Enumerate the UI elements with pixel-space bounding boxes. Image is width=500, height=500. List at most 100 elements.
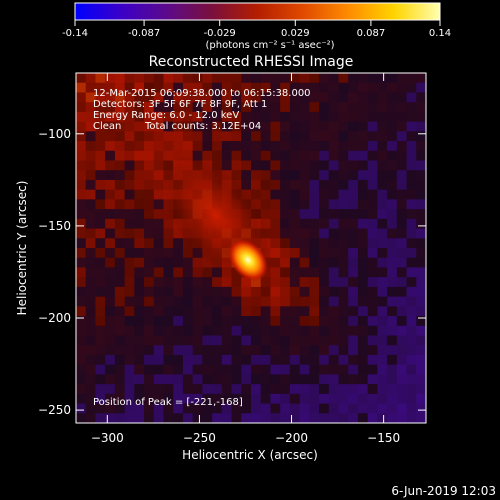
heatmap-cell [309,218,320,230]
heatmap-cell [289,82,301,94]
detectors-text: Detectors: 3F 5F 6F 7F 8F 9F, Att 1 [93,99,267,110]
heatmap-cell [241,277,252,288]
heatmap-cell [377,111,388,123]
heatmap-cell [289,160,301,171]
heatmap-cell [338,111,349,123]
heatmap-cell [270,306,281,317]
heatmap-cell [396,141,408,152]
heatmap-cell [231,150,242,162]
heatmap-cell [85,73,97,84]
heatmap-cell [309,238,320,249]
heatmap-cell [338,150,349,162]
heatmap-cell [406,345,417,356]
heatmap-cell [396,82,408,94]
heatmap-cell [387,306,398,317]
heatmap-cell [124,345,135,356]
heatmap-cell [280,73,291,84]
heatmap-cell [328,267,340,278]
heatmap-cell [260,354,272,366]
heatmap-cell [289,73,301,84]
heatmap-cell [406,131,417,142]
heatmap-cell [124,364,135,375]
heatmap-cell [309,199,320,210]
heatmap-cell [105,150,116,162]
heatmap-cell [153,306,165,317]
heatmap-cell [144,257,155,269]
heatmap-cell [377,170,388,181]
heatmap-cell [182,296,194,307]
heatmap-cell [241,131,252,142]
heatmap-cell [357,102,369,113]
heatmap-cell [251,141,262,152]
heatmap-cell [348,354,359,366]
heatmap-cell [76,393,87,405]
heatmap-cell [299,374,310,385]
heatmap-cell [270,316,281,327]
heatmap-cell [114,316,126,327]
heatmap-cell [85,354,97,366]
heatmap-cell [241,364,252,375]
heatmap-cell [124,238,135,249]
heatmap-cell [357,374,369,385]
heatmap-cell [202,150,213,162]
heatmap-cell [134,296,145,307]
heatmap-cell [76,335,87,346]
heatmap-cell [95,228,106,239]
heatmap-cell [212,374,223,385]
heatmap-cell [231,306,242,317]
heatmap-cell [95,257,106,269]
heatmap-cell [338,413,349,423]
heatmap-cell [406,364,417,375]
heatmap-cell [144,354,155,366]
heatmap-cell [241,296,252,307]
heatmap-cell [76,345,87,356]
heatmap-cell [289,335,301,346]
heatmap-cell [124,111,135,123]
heatmap-cell [212,267,223,278]
heatmap-cell [270,82,281,94]
heatmap-cell [270,170,281,181]
heatmap-cell [85,238,97,249]
heatmap-cell [280,384,291,395]
heatmap-cell [367,228,378,239]
heatmap-cell [163,345,174,356]
heatmap-cell [114,306,126,317]
heatmap-cell [377,384,388,395]
heatmap-cell [202,277,213,288]
heatmap-cell [289,345,301,356]
x-tick-label: −250 [183,431,216,445]
heatmap-cell [299,131,310,142]
heatmap-cell [182,141,194,152]
heatmap-cell [144,131,155,142]
heatmap-cell [406,141,417,152]
heatmap-cell [173,286,184,298]
heatmap-cell [260,189,272,200]
heatmap-cell [367,73,378,84]
heatmap-cell [309,267,320,278]
heatmap-cell [396,179,408,191]
axis-ticks: −300 −250 −200 −150 −100 −150 −200 −250 [38,73,426,445]
x-tick-label: −200 [275,431,308,445]
heatmap-cell [153,102,165,113]
heatmap-cell [289,92,301,103]
heatmap-cell [319,296,330,307]
heatmap-cell [338,316,349,327]
heatmap-cell [163,218,174,230]
heatmap-cell [338,345,349,356]
heatmap-cell [105,170,116,181]
heatmap-cell [338,131,349,142]
heatmap-cell [309,121,320,132]
heatmap-cell [134,286,145,298]
heatmap-cell [338,218,349,230]
heatmap-cell [260,209,272,220]
heatmap-cell [173,403,184,414]
heatmap-cell [416,141,426,152]
heatmap-cell [212,354,223,366]
heatmap-cell [348,131,359,142]
heatmap-cell [387,413,398,423]
heatmap-cell [270,248,281,259]
heatmap-cell [406,238,417,249]
heatmap-cell [396,374,408,385]
heatmap-cell [95,325,106,337]
heatmap-cell [289,364,301,375]
